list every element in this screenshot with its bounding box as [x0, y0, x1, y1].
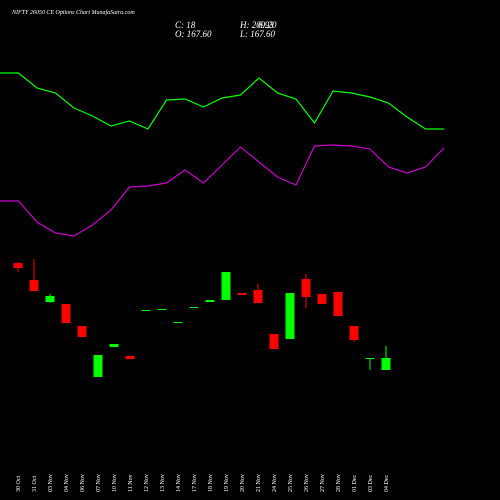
x-tick-label: 19 Nov — [224, 474, 230, 492]
x-tick-label: 13 Nov — [160, 474, 166, 492]
x-tick-label: 26 Nov — [304, 474, 310, 492]
candle-body — [93, 355, 103, 377]
x-tick-label: 21 Nov — [256, 474, 262, 492]
chart-title: NIFTY 26050 CE Options Chart MunafaSutra… — [11, 9, 135, 16]
x-tick-label: 14 Nov — [176, 474, 182, 492]
candle-body — [13, 263, 23, 268]
candle-body — [61, 304, 71, 323]
x-tick-label: 03 Dec — [368, 475, 374, 492]
candle-body — [29, 280, 39, 291]
candle-body — [317, 294, 327, 304]
x-tick-label: 24 Nov — [272, 474, 278, 492]
candle-body — [205, 300, 215, 302]
candle-body — [237, 293, 247, 295]
x-tick-label: 10 Nov — [112, 474, 118, 492]
indicator-line — [0, 72, 444, 130]
change-stat: 6.93 — [258, 20, 274, 30]
x-tick-label: 28 Nov — [336, 474, 342, 492]
x-tick-label: 30 Oct — [16, 476, 22, 492]
indicator-line — [0, 144, 445, 237]
candle-body — [285, 293, 295, 339]
low-stat: L: 167.60 — [239, 29, 276, 39]
candle-body — [269, 334, 279, 349]
x-tick-label: 06 Nov — [80, 474, 86, 492]
x-tick-label: 04 Dec — [384, 475, 390, 492]
candle-body — [381, 358, 391, 370]
x-tick-label: 11 Nov — [128, 474, 134, 492]
candle-body — [173, 322, 183, 323]
close-stat: C: 18 — [175, 20, 196, 30]
candle-body — [125, 356, 135, 359]
candle-body — [109, 344, 119, 347]
candle-body — [349, 326, 359, 340]
high-stat: H: 209.20 — [239, 20, 277, 30]
candle-body — [45, 296, 55, 302]
candle-body — [157, 309, 167, 310]
x-tick-label: 03 Nov — [48, 474, 54, 492]
candle-body — [301, 279, 311, 297]
open-stat: O: 167.60 — [175, 29, 212, 39]
candle-body — [253, 290, 263, 303]
x-tick-label: 17 Nov — [192, 474, 198, 492]
x-tick-label: 04 Nov — [64, 474, 70, 492]
candle-body — [141, 310, 151, 311]
x-tick-label: 31 Oct — [32, 476, 38, 492]
x-tick-label: 27 Nov — [320, 474, 326, 492]
x-tick-label: 20 Nov — [240, 474, 246, 492]
candle-body — [365, 358, 375, 359]
x-tick-label: 01 Dec — [352, 475, 358, 492]
candle-body — [333, 292, 343, 316]
candle-body — [189, 307, 199, 308]
candle-body — [221, 272, 231, 300]
x-tick-label: 07 Nov — [96, 474, 102, 492]
x-tick-label: 12 Nov — [144, 474, 150, 492]
x-tick-label: 18 Nov — [208, 474, 214, 492]
candle-body — [77, 326, 87, 337]
x-tick-label: 25 Nov — [288, 474, 294, 492]
